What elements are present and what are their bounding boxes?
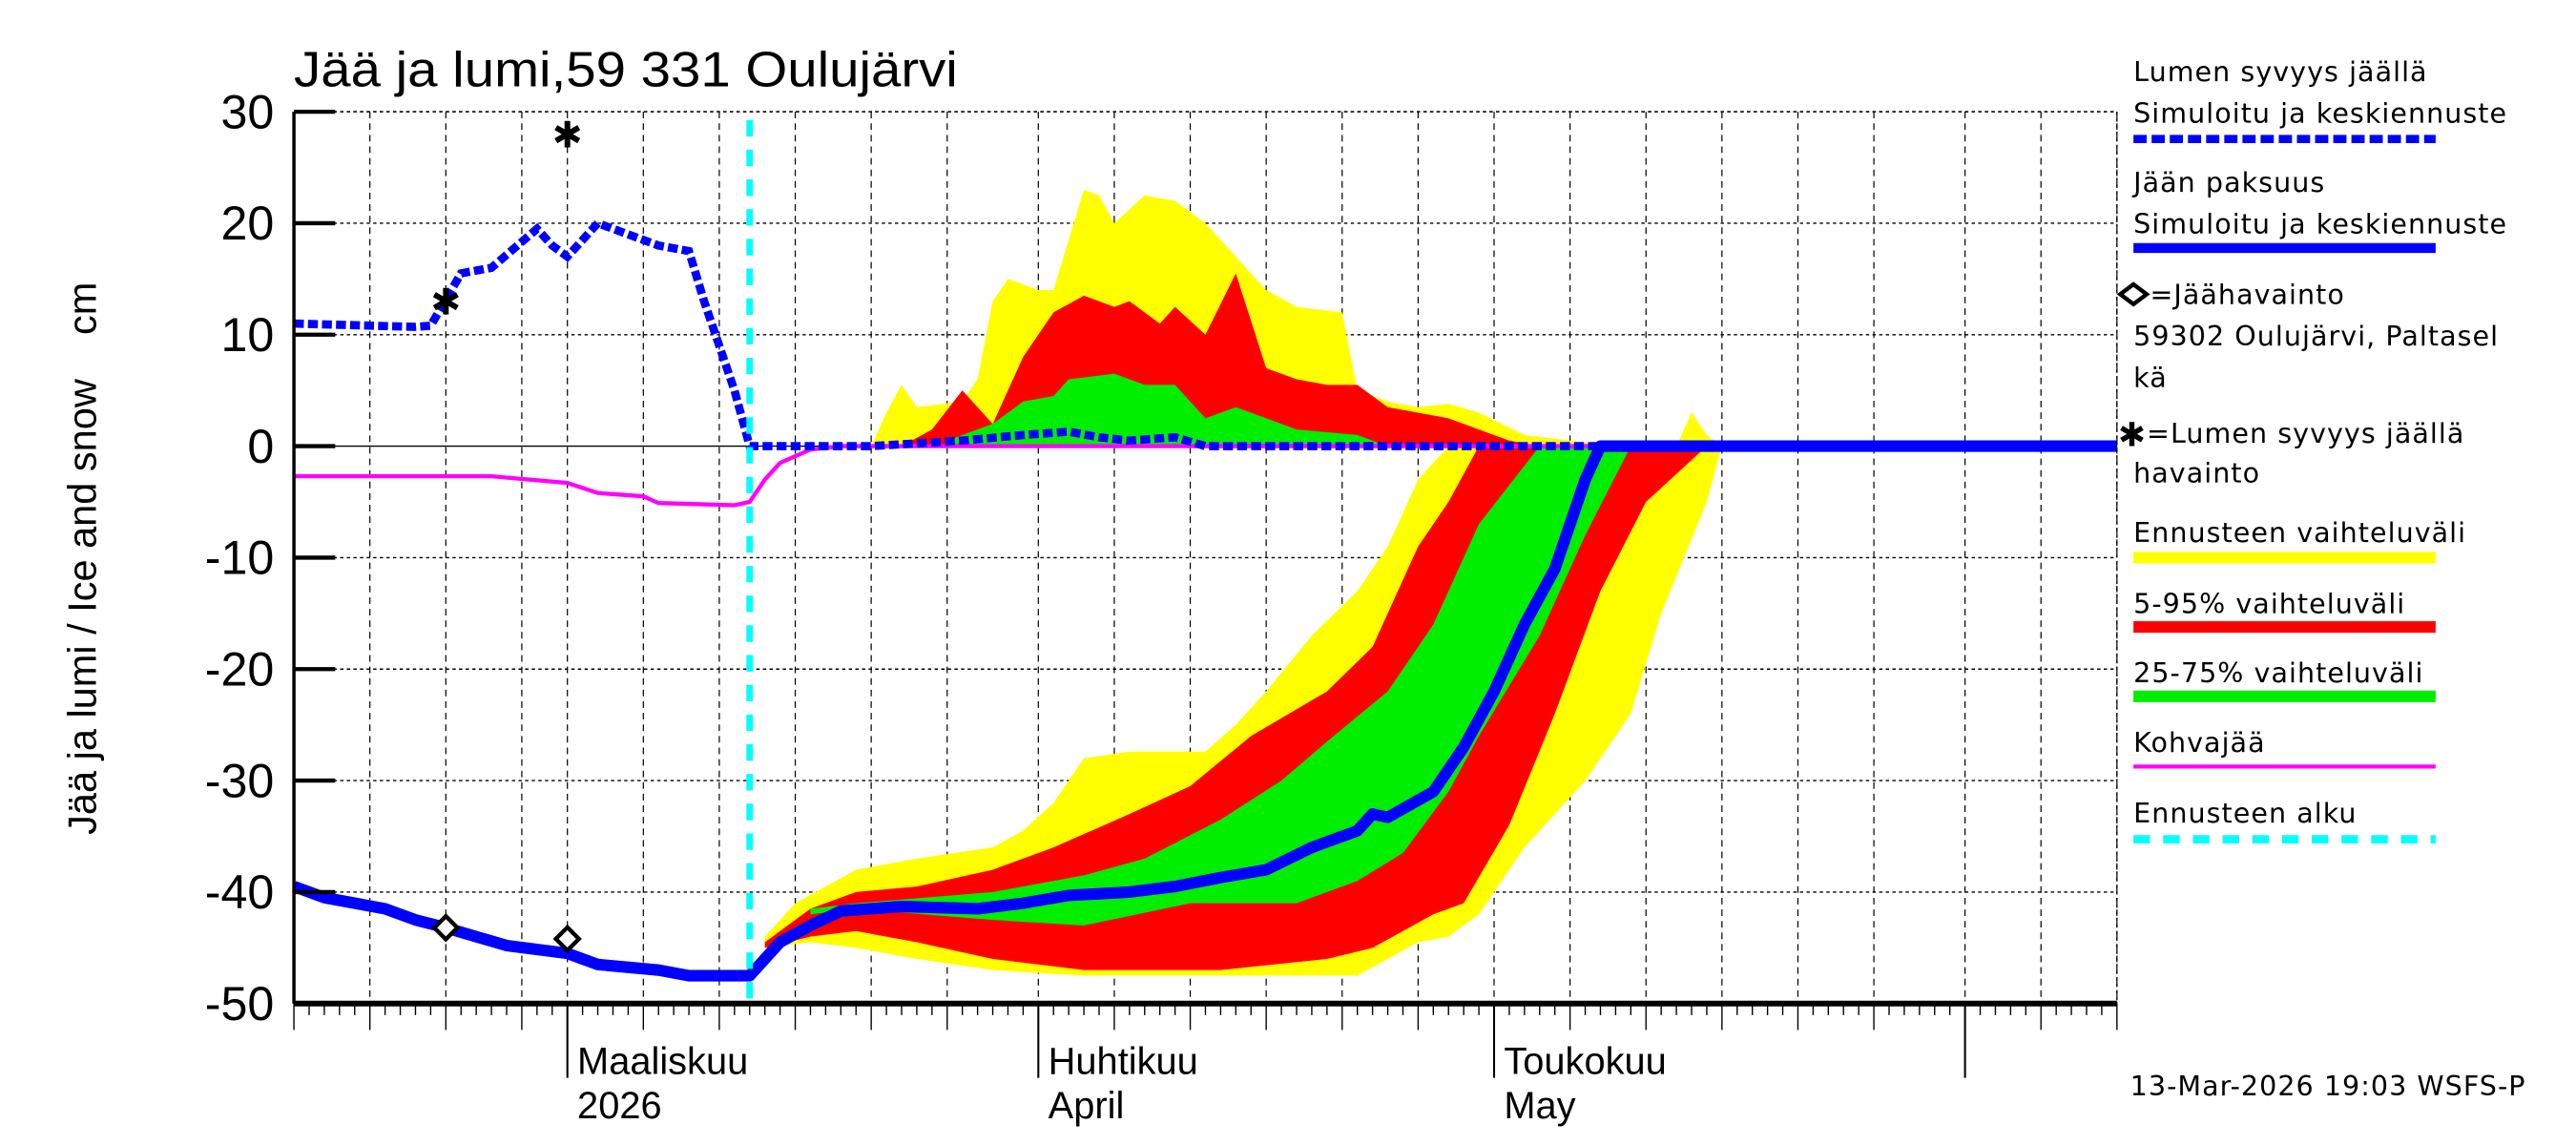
snow-depth-line	[293, 218, 2117, 450]
y-tick-label: -10	[205, 531, 275, 585]
x-month-sublabel: April	[1049, 1085, 1125, 1127]
legend-ice-title: Jään paksuus	[2131, 166, 2325, 198]
x-month-label: Toukokuu	[1504, 1040, 1666, 1082]
legend-25-75-swatch	[2133, 690, 2436, 702]
chart-title: Jää ja lumi,59 331 Oulujärvi	[294, 42, 958, 97]
x-month-sublabel: May	[1504, 1085, 1575, 1127]
y-tick-label: 20	[220, 197, 274, 250]
legend-full-range: Ennusteen vaihteluväli	[2133, 516, 2466, 549]
y-tick-label: -20	[205, 643, 275, 697]
y-tick-label: 0	[247, 420, 274, 473]
legend-snow-title: Lumen syvyys jäällä	[2133, 55, 2427, 88]
y-axis-label: Jää ja lumi / Ice and snow cm	[59, 282, 104, 835]
diamond-icon	[2116, 281, 2150, 307]
legend-ice-obs-station: 59302 Oulujärvi, Paltasel	[2133, 320, 2499, 352]
ice-observation-diamond	[552, 924, 582, 954]
x-month-label: Huhtikuu	[1049, 1040, 1198, 1082]
footer-timestamp: 13-Mar-2026 19:03 WSFS-P	[2130, 1070, 2526, 1102]
x-month-sublabel: 2026	[577, 1085, 662, 1127]
legend-25-75-range: 25-75% vaihteluväli	[2133, 656, 2423, 689]
y-tick-label: -50	[205, 977, 275, 1030]
legend: Lumen syvyys jäällä Simuloitu ja keskien…	[2116, 55, 2507, 843]
y-tick-label: -40	[205, 865, 275, 919]
ice-thickness-line	[291, 440, 2117, 982]
star-icon: ✱	[2118, 417, 2146, 455]
legend-ice-obs-title: =Jäähavainto	[2150, 279, 2344, 311]
observation-marks: ✱✱	[430, 114, 583, 954]
legend-5-95-swatch	[2133, 621, 2436, 634]
snow-band-25-75	[946, 373, 1388, 447]
legend-snow-obs-title: =Lumen syvyys jäällä	[2147, 417, 2464, 449]
legend-5-95-range: 5-95% vaihteluväli	[2133, 587, 2405, 619]
series-lines	[291, 119, 2117, 1004]
y-tick-label: 10	[220, 308, 274, 362]
ice-observation-diamond	[431, 913, 461, 943]
ice-band-25-75	[810, 446, 1631, 926]
legend-snow-subtitle: Simuloitu ja keskiennuste	[2133, 96, 2507, 129]
legend-snow-obs-subtitle: havainto	[2133, 457, 2260, 489]
legend-forecast-start: Ennusteen alku	[2133, 797, 2357, 829]
legend-ice-subtitle: Simuloitu ja keskiennuste	[2133, 207, 2507, 239]
snow-observation-star: ✱	[430, 281, 461, 323]
legend-full-range-swatch	[2133, 552, 2436, 564]
x-month-label: Maaliskuu	[577, 1040, 748, 1082]
legend-ice-obs-station-cont: kä	[2133, 361, 2168, 393]
forecast-bands	[749, 189, 1722, 976]
y-tick-label: 30	[220, 85, 274, 138]
snow-observation-star: ✱	[552, 114, 583, 156]
legend-slush: Kohvajää	[2133, 726, 2265, 759]
y-tick-label: -30	[205, 754, 275, 807]
